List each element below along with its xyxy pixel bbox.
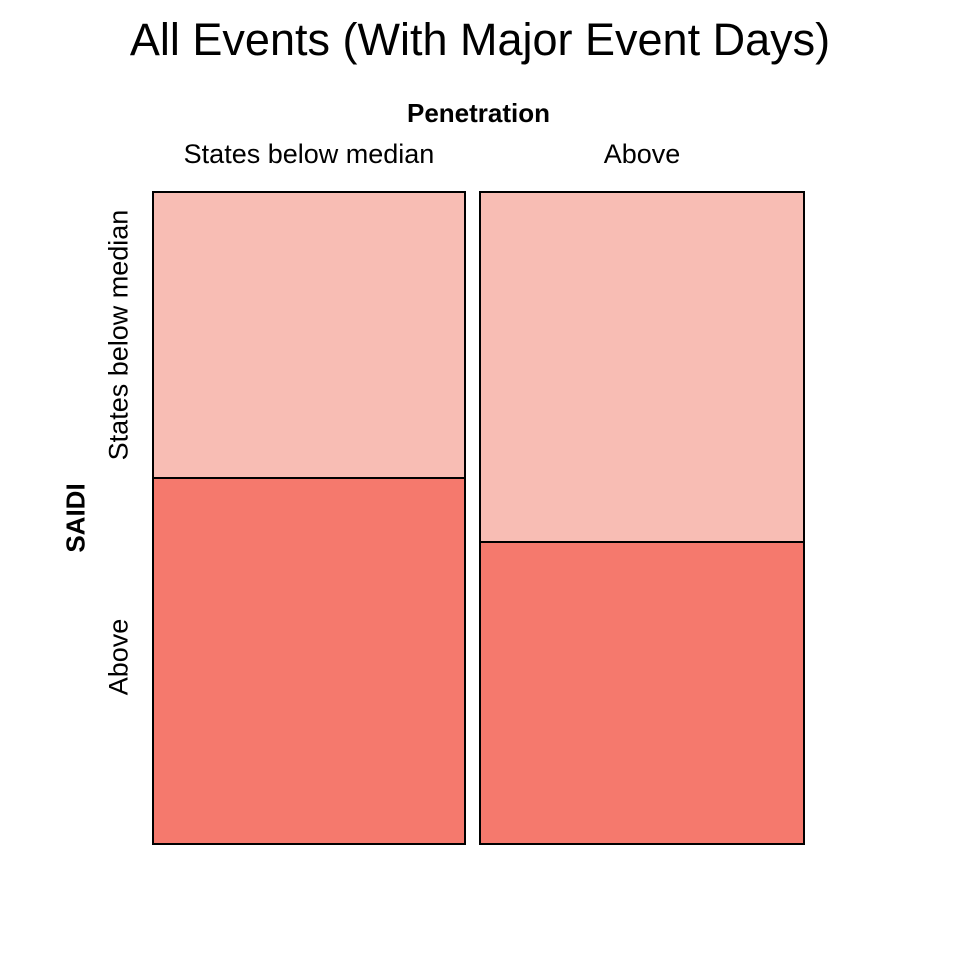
mosaic-cell-above-above xyxy=(479,541,805,845)
y-category-label-above: Above xyxy=(103,618,134,696)
y-axis-title: SAIDI xyxy=(60,483,91,553)
mosaic-column-above xyxy=(479,191,805,845)
mosaic-cell-above-belowmedian xyxy=(479,191,805,543)
x-axis-title: Penetration xyxy=(406,98,551,128)
y-category-label-states-below-median: States below median xyxy=(103,209,134,461)
mosaic-cell-belowmedian-belowmedian xyxy=(152,191,466,479)
x-category-label-states-below-median: States below median xyxy=(183,139,435,169)
mosaic-cell-belowmedian-above xyxy=(152,477,466,845)
chart-title: All Events (With Major Event Days) xyxy=(129,14,831,65)
x-category-label-above: Above xyxy=(603,139,681,169)
mosaic-column-below-median xyxy=(152,191,466,845)
